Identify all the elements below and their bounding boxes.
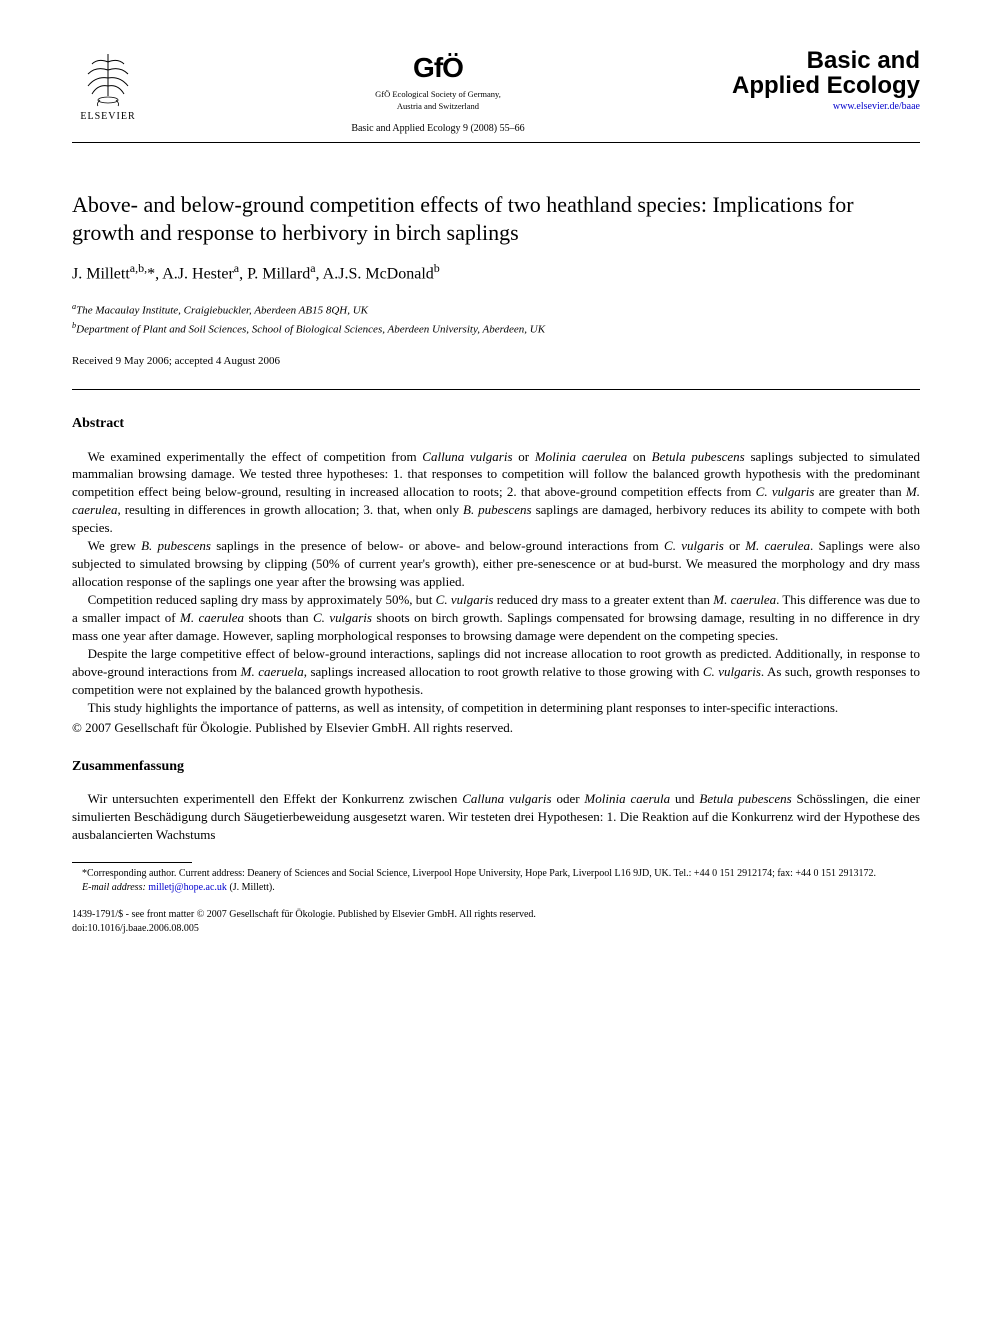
journal-title-line1: Basic and xyxy=(732,48,920,73)
affiliation-a-text: The Macaulay Institute, Craigiebuckler, … xyxy=(76,305,368,317)
abstract-para-4: Despite the large competitive effect of … xyxy=(72,645,920,699)
text: Wir untersuchten experimentell den Effek… xyxy=(88,791,463,806)
species: Calluna vulgaris xyxy=(462,791,551,806)
abstract-heading: Abstract xyxy=(72,414,920,434)
abstract-para-5: This study highlights the importance of … xyxy=(72,699,920,717)
text: , resulting in differences in growth all… xyxy=(117,502,463,517)
gfo-subtitle-2: Austria and Switzerland xyxy=(164,101,712,111)
doi: doi:10.1016/j.baae.2006.08.005 xyxy=(72,922,920,936)
text: oder xyxy=(552,791,585,806)
email-footnote: E-mail address: milletj@hope.ac.uk (J. M… xyxy=(72,881,920,895)
text: or xyxy=(513,449,535,464)
header-rule xyxy=(72,142,920,143)
species: Calluna vulgaris xyxy=(422,449,512,464)
species: C. vulgaris xyxy=(436,592,494,607)
text: Competition reduced sapling dry mass by … xyxy=(88,592,436,607)
text: saplings in the presence of below- or ab… xyxy=(211,538,664,553)
journal-title-block: Basic and Applied Ecology www.elsevier.d… xyxy=(732,48,920,114)
species: M. caerulea xyxy=(745,538,810,553)
species: Betula pubescens xyxy=(652,449,745,464)
species: B. pubescens xyxy=(141,538,211,553)
species: M. caeruela xyxy=(241,664,304,679)
species: C. vulgaris xyxy=(756,484,815,499)
species: C. vulgaris xyxy=(664,538,724,553)
journal-url[interactable]: www.elsevier.de/baae xyxy=(732,100,920,114)
article-dates: Received 9 May 2006; accepted 4 August 2… xyxy=(72,354,920,369)
elsevier-tree-icon xyxy=(78,48,138,108)
gfo-subtitle-1: GfÖ Ecological Society of Germany, xyxy=(164,89,712,99)
page-header: ELSEVIER GfÖ GfÖ Ecological Society of G… xyxy=(72,48,920,136)
abstract-rule xyxy=(72,389,920,390)
email-name: (J. Millett). xyxy=(229,882,274,893)
elsevier-label: ELSEVIER xyxy=(80,110,135,124)
text: und xyxy=(670,791,699,806)
corresponding-author-footnote: *Corresponding author. Current address: … xyxy=(72,867,920,881)
text: are greater than xyxy=(814,484,905,499)
zusammen-para-1: Wir untersuchten experimentell den Effek… xyxy=(72,790,920,844)
gfo-logo: GfÖ xyxy=(164,48,712,87)
abstract-para-2: We grew B. pubescens saplings in the pre… xyxy=(72,537,920,591)
abstract-para-3: Competition reduced sapling dry mass by … xyxy=(72,591,920,645)
authors: J. Milletta,b,*, A.J. Hestera, P. Millar… xyxy=(72,260,920,286)
email-link[interactable]: milletj@hope.ac.uk xyxy=(148,882,227,893)
copyright: © 2007 Gesellschaft für Ökologie. Publis… xyxy=(72,719,920,737)
species: C. vulgaris xyxy=(703,664,761,679)
zusammenfassung-heading: Zusammenfassung xyxy=(72,757,920,777)
footnote-rule xyxy=(72,862,192,863)
elsevier-logo: ELSEVIER xyxy=(72,48,144,124)
affiliation-b-text: Department of Plant and Soil Sciences, S… xyxy=(76,323,545,335)
text: , saplings increased allocation to root … xyxy=(304,664,703,679)
text: reduced dry mass to a greater extent tha… xyxy=(493,592,713,607)
species: B. pubescens xyxy=(463,502,532,517)
text: We examined experimentally the effect of… xyxy=(88,449,423,464)
text: on xyxy=(627,449,651,464)
species: Molinia caerula xyxy=(584,791,670,806)
journal-reference: Basic and Applied Ecology 9 (2008) 55–66 xyxy=(164,122,712,136)
journal-title-line2: Applied Ecology xyxy=(732,73,920,98)
abstract-para-1: We examined experimentally the effect of… xyxy=(72,448,920,538)
species: Betula pubescens xyxy=(699,791,791,806)
text: We grew xyxy=(88,538,142,553)
species: M. caerulea xyxy=(713,592,776,607)
affiliation-a: aThe Macaulay Institute, Craigiebuckler,… xyxy=(72,301,920,319)
species: C. vulgaris xyxy=(313,610,372,625)
text: shoots than xyxy=(244,610,313,625)
article-title: Above- and below-ground competition effe… xyxy=(72,191,920,248)
email-label: E-mail address: xyxy=(82,882,146,893)
text: or xyxy=(724,538,745,553)
bottom-copyright: 1439-1791/$ - see front matter © 2007 Ge… xyxy=(72,908,920,922)
species: M. caerulea xyxy=(180,610,244,625)
species: Molinia caerulea xyxy=(535,449,627,464)
society-block: GfÖ GfÖ Ecological Society of Germany, A… xyxy=(144,48,732,136)
affiliation-b: bDepartment of Plant and Soil Sciences, … xyxy=(72,320,920,338)
